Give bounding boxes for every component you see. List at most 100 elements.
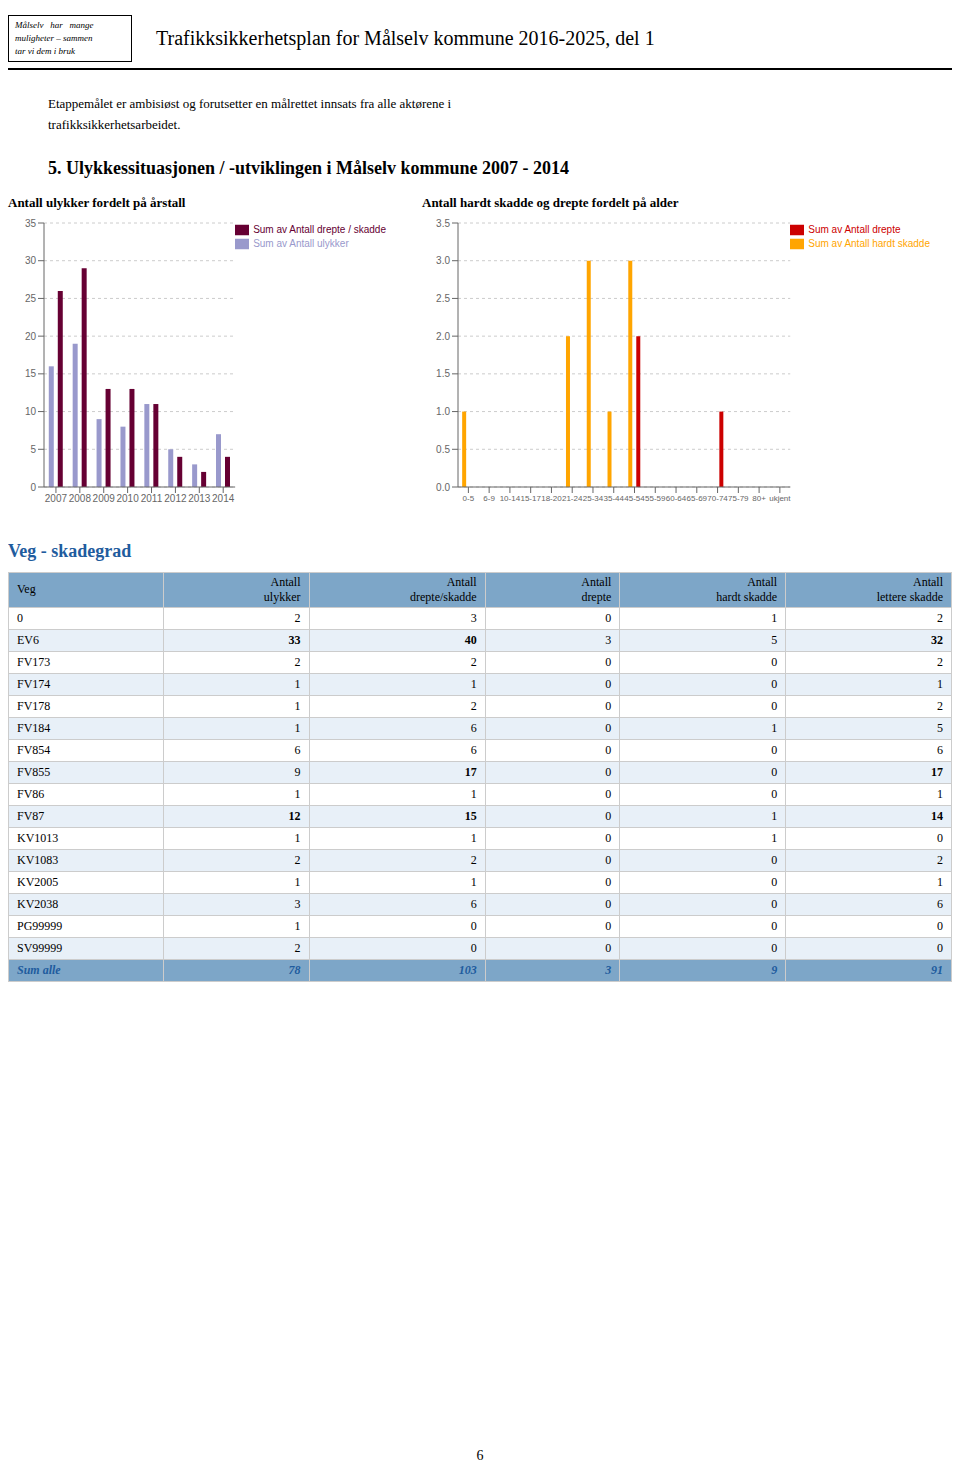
svg-text:2009: 2009 (93, 493, 116, 504)
html-text:tar vi dem i bruk: tar vi dem i bruk (15, 45, 75, 56)
html-text:3: 3 (470, 610, 477, 625)
html-text:EV6: EV6 (17, 632, 39, 647)
html-text:32: 32 (931, 632, 943, 647)
svg-text:25-34: 25-34 (583, 493, 604, 502)
html-text:5: 5 (771, 632, 778, 647)
html-text:KV1013: KV1013 (17, 830, 59, 845)
svg-text:ukjent: ukjent (769, 493, 791, 502)
svg-text:2013: 2013 (188, 493, 211, 504)
svg-text:25: 25 (25, 293, 37, 304)
svg-text:10-14: 10-14 (500, 493, 521, 502)
svg-text:20: 20 (25, 330, 37, 341)
html-text:6: 6 (476, 1448, 484, 1463)
html-text:Antall ulykker: Antall ulykker (263, 574, 301, 604)
html-text:Antall hardt skadde: Antall hardt skadde (716, 574, 778, 604)
html-text:17: 17 (931, 764, 943, 779)
svg-text:15: 15 (25, 368, 37, 379)
html-text:Målselv har mange: Målselv har mange (15, 19, 94, 30)
html-text:Antall drepte/skadde: Antall drepte/skadde (410, 574, 477, 604)
html-text:Antall hardt skadde og drepte: Antall hardt skadde og drepte fordelt på… (422, 194, 679, 210)
svg-text:0.5: 0.5 (436, 443, 450, 454)
html-text:KV2038: KV2038 (17, 896, 59, 911)
html-text:FV174: FV174 (17, 676, 51, 691)
svg-text:0: 0 (30, 481, 36, 492)
svg-text:2012: 2012 (164, 493, 187, 504)
html-text:FV855: FV855 (17, 764, 51, 779)
svg-text:1.5: 1.5 (436, 368, 450, 379)
svg-text:70-74: 70-74 (707, 493, 728, 502)
html-text:FV178: FV178 (17, 698, 51, 713)
svg-text:0-5: 0-5 (463, 493, 475, 502)
html-text:15: 15 (464, 808, 477, 823)
html-text:Sum av Antall drepte: Sum av Antall drepte (808, 223, 901, 235)
svg-text:45-54: 45-54 (624, 493, 645, 502)
html-text:Antall lettere skadde: Antall lettere skadde (876, 574, 943, 604)
html-text:12: 12 (288, 808, 301, 823)
svg-text:2.5: 2.5 (436, 293, 450, 304)
svg-text:5: 5 (30, 443, 36, 454)
svg-text:18-20: 18-20 (541, 493, 562, 502)
html-text:0: 0 (771, 654, 778, 669)
html-text:3: 3 (605, 632, 612, 647)
html-text:Veg: Veg (17, 582, 36, 597)
html-text:17: 17 (464, 764, 477, 779)
html-text:91: 91 (931, 962, 943, 977)
svg-text:2014: 2014 (212, 493, 235, 504)
html-text:103: 103 (458, 962, 477, 977)
html-text:FV87: FV87 (17, 808, 45, 823)
svg-text:35: 35 (25, 217, 37, 228)
svg-text:30: 30 (25, 255, 37, 266)
svg-text:2011: 2011 (141, 493, 163, 504)
html-text:1: 1 (771, 610, 778, 625)
svg-text:0.0: 0.0 (436, 481, 450, 492)
html-text:0: 0 (605, 654, 612, 669)
html-text:SV99999: SV99999 (17, 940, 63, 955)
svg-text:60-64: 60-64 (666, 493, 687, 502)
svg-text:2010: 2010 (116, 493, 139, 504)
html-text:Antall ulykker fordelt på årst: Antall ulykker fordelt på årstall (8, 194, 186, 210)
html-text:KV2005: KV2005 (17, 874, 59, 889)
html-text:78: 78 (288, 962, 301, 977)
svg-text:75-79: 75-79 (728, 493, 749, 502)
html-text:Veg - skadegrad: Veg - skadegrad (8, 540, 132, 561)
svg-text:80+: 80+ (752, 493, 766, 502)
html-text:2: 2 (294, 654, 301, 669)
html-text:Sum av Antall hardt skadde: Sum av Antall hardt skadde (808, 237, 930, 249)
html-text:KV1083: KV1083 (17, 852, 59, 867)
html-text:0: 0 (605, 610, 612, 625)
html-text:40: 40 (464, 632, 477, 647)
html-text:2: 2 (294, 610, 301, 625)
svg-text:10: 10 (25, 406, 37, 417)
html-text:FV86: FV86 (17, 786, 45, 801)
svg-text:2.0: 2.0 (436, 330, 450, 341)
svg-text:3.5: 3.5 (436, 217, 450, 228)
svg-text:2008: 2008 (69, 493, 92, 504)
html-text:Trafikksikkerhetsplan for Måls: Trafikksikkerhetsplan for Målselv kommun… (156, 26, 655, 49)
html-text:PG99999: PG99999 (17, 918, 63, 933)
html-text:33: 33 (288, 632, 301, 647)
html-text:5. Ulykkessituasjonen / -utvik: 5. Ulykkessituasjonen / -utviklingen i M… (48, 157, 570, 178)
svg-text:3.0: 3.0 (436, 255, 450, 266)
svg-text:6-9: 6-9 (483, 493, 495, 502)
svg-text:1.0: 1.0 (436, 406, 450, 417)
svg-text:55-59: 55-59 (645, 493, 666, 502)
html-text:0: 0 (605, 676, 612, 691)
svg-text:65-69: 65-69 (687, 493, 708, 502)
html-text:Sum alle: Sum alle (17, 962, 61, 977)
html-text:FV854: FV854 (17, 742, 51, 757)
svg-text:15-17: 15-17 (520, 493, 541, 502)
html-text:14: 14 (931, 808, 943, 823)
html-text:Antall drepte: Antall drepte (581, 574, 612, 604)
html-text:1: 1 (470, 676, 477, 691)
html-text:2: 2 (470, 654, 477, 669)
svg-text:35-44: 35-44 (604, 493, 625, 502)
html-text:muligheter – sammen: muligheter – sammen (15, 32, 93, 43)
html-text:1: 1 (294, 676, 301, 691)
html-text:Sum av Antall ulykker: Sum av Antall ulykker (253, 237, 349, 249)
html-text:FV184: FV184 (17, 720, 51, 735)
html-text:FV173: FV173 (17, 654, 51, 669)
svg-text:2007: 2007 (45, 493, 68, 504)
html-text:Etappemålet er ambisiøst og fo: Etappemålet er ambisiøst og forutsetter … (48, 96, 452, 132)
html-text:Sum av Antall drepte / skadde: Sum av Antall drepte / skadde (253, 223, 386, 235)
svg-text:21-24: 21-24 (562, 493, 583, 502)
